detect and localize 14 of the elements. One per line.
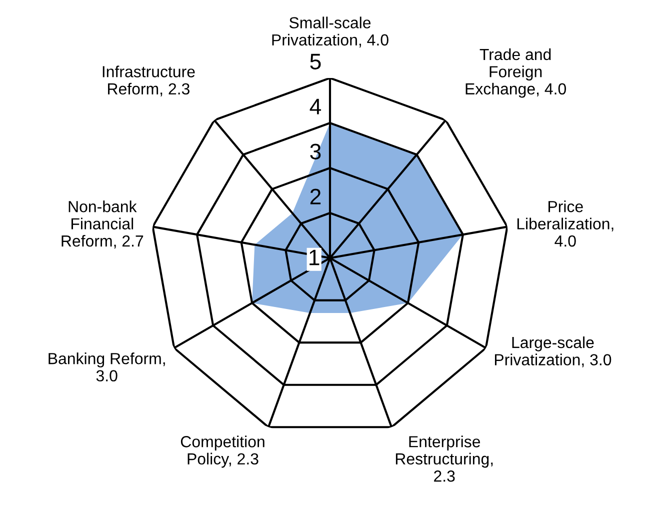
spoke-label: Infrastructure Reform, 2.3: [102, 66, 195, 96]
spoke-label: Small-scale Privatization, 4.0: [272, 16, 388, 48]
y-tick-label: 3: [310, 144, 321, 160]
y-tick-label: 1: [310, 250, 320, 266]
y-tick-label: 5: [310, 54, 321, 70]
y-tick-label: 2: [310, 188, 321, 204]
y-tick-label: 4: [310, 98, 322, 114]
spoke-label: Enterprise Restructuring, 2.3: [396, 436, 493, 482]
spoke-label: Large-scale Privatization, 3.0: [494, 336, 612, 368]
spoke-label: Trade and Foreign Exchange, 4.0: [466, 48, 566, 98]
spoke-label: Competition Policy, 2.3: [180, 436, 264, 468]
spoke-label: Non-bank Financial Reform, 2.7: [62, 200, 144, 249]
spoke-label: Banking Reform, 3.0: [48, 352, 165, 382]
spoke-label: Price Liberalization, 4.0: [517, 200, 614, 247]
